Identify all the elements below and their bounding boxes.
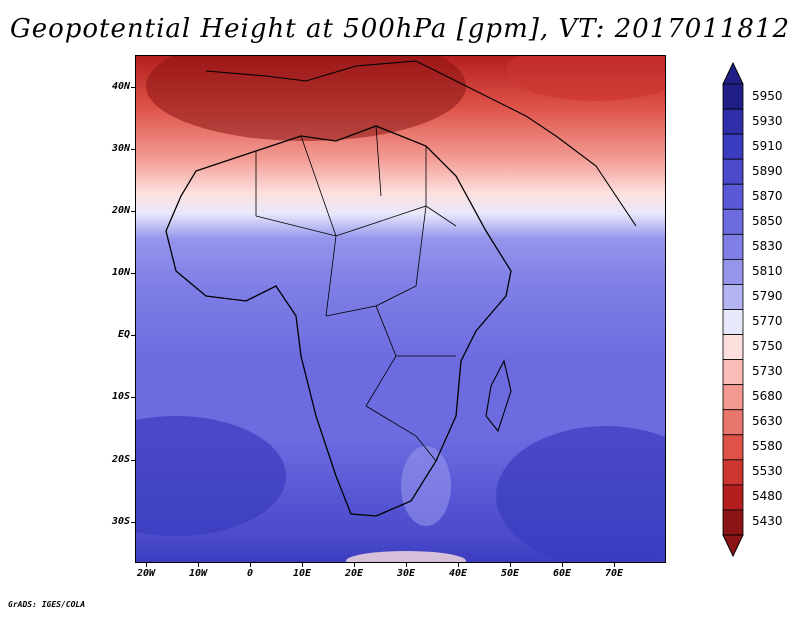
colorbar-level-label: 5810 — [752, 263, 783, 278]
colorbar-swatch — [722, 284, 744, 310]
colorbar-level-label: 5730 — [752, 364, 783, 379]
lon-label: 70E — [604, 568, 624, 579]
lon-label: 20W — [136, 568, 156, 579]
credit-text: GrADS: IGES/COLA — [8, 600, 86, 609]
lon-label: 0 — [246, 568, 254, 579]
colorbar-bottom-cap — [722, 534, 744, 557]
colorbar-swatch — [722, 334, 744, 361]
lat-label: 10N — [111, 267, 130, 278]
colorbar-top-cap — [722, 62, 744, 85]
colorbar-swatch — [722, 208, 744, 235]
colorbar-level-label: 5890 — [752, 163, 783, 178]
colorbar-swatch — [722, 509, 744, 536]
lat-label: 30S — [111, 516, 130, 527]
africa-coastline — [165, 125, 512, 517]
colorbar-level-label: 5830 — [752, 238, 783, 253]
colorbar-level-label: 5430 — [752, 514, 783, 529]
colorbar-level-label: 5530 — [752, 464, 783, 479]
country-borders — [255, 125, 457, 462]
map-title: Geopotential Height at 500hPa [gpm], VT:… — [9, 14, 791, 44]
lon-label: 50E — [500, 568, 520, 579]
lon-label: 10E — [292, 568, 312, 579]
colorbar-swatch — [722, 233, 744, 260]
lon-label: 60E — [552, 568, 572, 579]
lat-label: 30N — [111, 143, 130, 154]
colorbar-level-label: 5680 — [752, 389, 783, 404]
lon-label: 30E — [396, 568, 416, 579]
colorbar-swatch — [722, 384, 744, 411]
madagascar-outline — [485, 359, 512, 433]
colorbar-swatch — [722, 309, 744, 335]
lat-label: EQ — [117, 329, 130, 340]
map-plot-area — [135, 55, 666, 563]
lat-label: 20N — [111, 205, 130, 216]
colorbar-swatch — [722, 83, 744, 110]
colorbar-level-label: 5580 — [752, 439, 783, 454]
colorbar-swatch — [722, 434, 744, 461]
colorbar-swatch — [722, 183, 744, 210]
colorbar-level-label: 5950 — [752, 88, 783, 103]
colorbar — [722, 62, 744, 557]
colorbar-swatch — [722, 133, 744, 160]
colorbar-level-label: 5870 — [752, 188, 783, 203]
colorbar-swatch — [722, 359, 744, 386]
lon-label: 10W — [188, 568, 208, 579]
colorbar-swatch — [722, 258, 744, 285]
colorbar-level-label: 5630 — [752, 414, 783, 429]
mediterranean-coastline — [205, 60, 637, 227]
lat-label: 40N — [111, 81, 130, 92]
lon-label: 40E — [448, 568, 468, 579]
lon-label: 20E — [344, 568, 364, 579]
lat-label: 10S — [111, 391, 130, 402]
colorbar-level-label: 5930 — [752, 113, 783, 128]
colorbar-swatch — [722, 484, 744, 511]
geopotential-field — [136, 56, 665, 562]
colorbar-level-label: 5750 — [752, 339, 783, 354]
colorbar-level-label: 5480 — [752, 489, 783, 504]
colorbar-level-label: 5850 — [752, 213, 783, 228]
colorbar-swatch — [722, 158, 744, 185]
colorbar-swatch — [722, 409, 744, 436]
colorbar-level-label: 5910 — [752, 138, 783, 153]
colorbar-level-label: 5770 — [752, 314, 783, 329]
colorbar-swatch — [722, 459, 744, 486]
colorbar-level-label: 5790 — [752, 288, 783, 303]
lat-label: 20S — [111, 454, 130, 465]
colorbar-swatch — [722, 108, 744, 135]
